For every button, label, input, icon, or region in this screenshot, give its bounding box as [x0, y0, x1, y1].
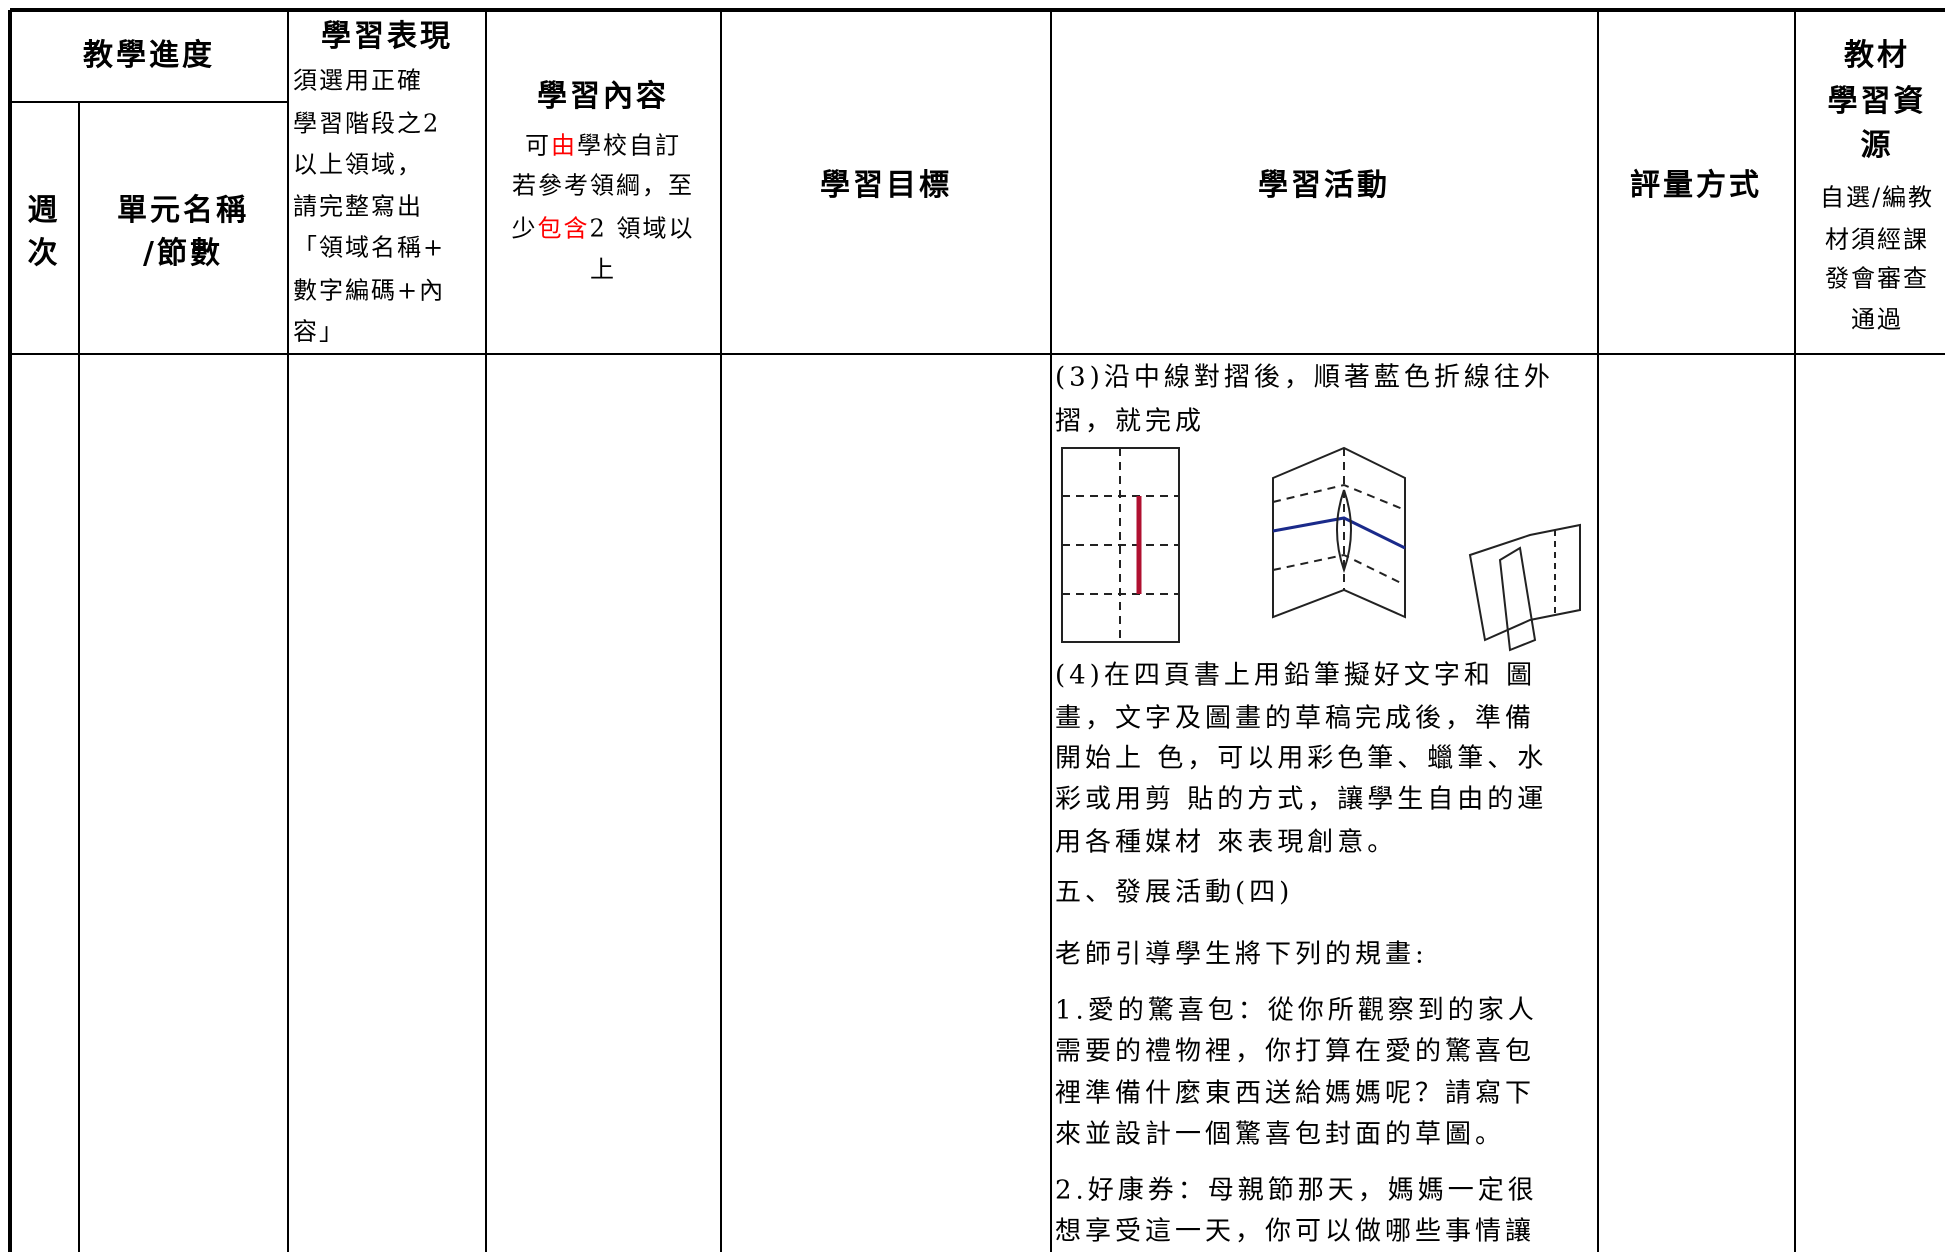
content-note-line: 少包含2 領域以: [512, 215, 695, 244]
activity-line: 2.好康券：母親節那天，媽媽一定很: [1055, 1175, 1538, 1206]
performance-note: 「領域名稱+: [293, 233, 446, 262]
activity-line: 用各種媒材 來表現創意。: [1055, 827, 1398, 858]
activity-line: 彩或用剪 貼的方式，讓學生自由的運: [1055, 784, 1548, 815]
header-performance: 學習表現: [321, 19, 453, 54]
activity-line: 1.愛的驚喜包：從你所觀察到的家人: [1055, 995, 1538, 1026]
activity-line: (3)沿中線對摺後，順著藍色折線往外: [1055, 362, 1554, 393]
materials-note: 材須經課: [1825, 225, 1929, 254]
activity-line: 老師引導學生將下列的規畫:: [1055, 939, 1428, 970]
header-materials: 學習資: [1827, 84, 1927, 119]
activity-line: 需要的禮物裡，你打算在愛的驚喜包: [1055, 1036, 1536, 1067]
performance-note: 須選用正確: [293, 66, 423, 95]
activity-line: 開始上 色，可以用彩色筆、蠟筆、水: [1055, 743, 1548, 774]
header-assessment: 評量方式: [1630, 168, 1762, 203]
performance-note: 學習階段之2: [293, 109, 441, 138]
performance-note: 容」: [293, 317, 345, 346]
content-note-segment: 由: [551, 131, 577, 160]
performance-note: 以上領域，: [293, 150, 423, 179]
activity-line: 摺，就完成: [1055, 406, 1206, 437]
header-materials: 教材: [1844, 38, 1910, 73]
header-content: 學習內容: [537, 79, 669, 114]
materials-note: 發會審查: [1825, 264, 1929, 293]
content-note-line: 若參考領綱，至: [512, 172, 694, 201]
header-objective: 學習目標: [820, 168, 952, 203]
performance-note: 請完整寫出: [293, 192, 423, 221]
header-activity: 學習活動: [1258, 168, 1390, 203]
activity-line: 畫，文字及圖畫的草稿完成後，準備: [1055, 703, 1536, 734]
header-materials: 源: [1860, 128, 1894, 163]
header-week: 次: [27, 236, 61, 271]
header-unit: /節數: [143, 236, 223, 271]
content-note-segment: 少: [511, 214, 538, 243]
content-note-segment: 若參考領綱，至: [512, 171, 694, 200]
content-note-segment: 可: [525, 131, 551, 160]
materials-note: 通過: [1851, 305, 1903, 334]
activity-line: 來並設計一個驚喜包封面的草圖。: [1055, 1119, 1506, 1150]
materials-note: 自選/編教: [1819, 183, 1935, 212]
content-note-segment: 學校自訂: [577, 131, 681, 160]
performance-note: 數字編碼+內: [293, 276, 446, 305]
content-note-line: 上: [590, 256, 616, 285]
activity-line: 裡準備什麼東西送給媽媽呢？請寫下: [1055, 1078, 1536, 1109]
content-note-segment: 上: [590, 255, 616, 284]
header-week: 週: [27, 193, 61, 228]
activity-line: 五、發展活動(四): [1055, 877, 1294, 908]
activity-line: (4)在四頁書上用鉛筆擬好文字和 圖: [1055, 660, 1537, 691]
folding-illustration: [1061, 446, 1581, 652]
header-progress: 教學進度: [83, 38, 215, 73]
header-unit: 單元名稱: [117, 193, 249, 228]
activity-line: 想享受這一天，你可以做哪些事情讓: [1055, 1216, 1536, 1247]
content-note-segment: 包含: [537, 214, 590, 243]
content-note-segment: 2 領域以: [589, 214, 695, 243]
content-note-line: 可由學校自訂: [525, 132, 681, 161]
